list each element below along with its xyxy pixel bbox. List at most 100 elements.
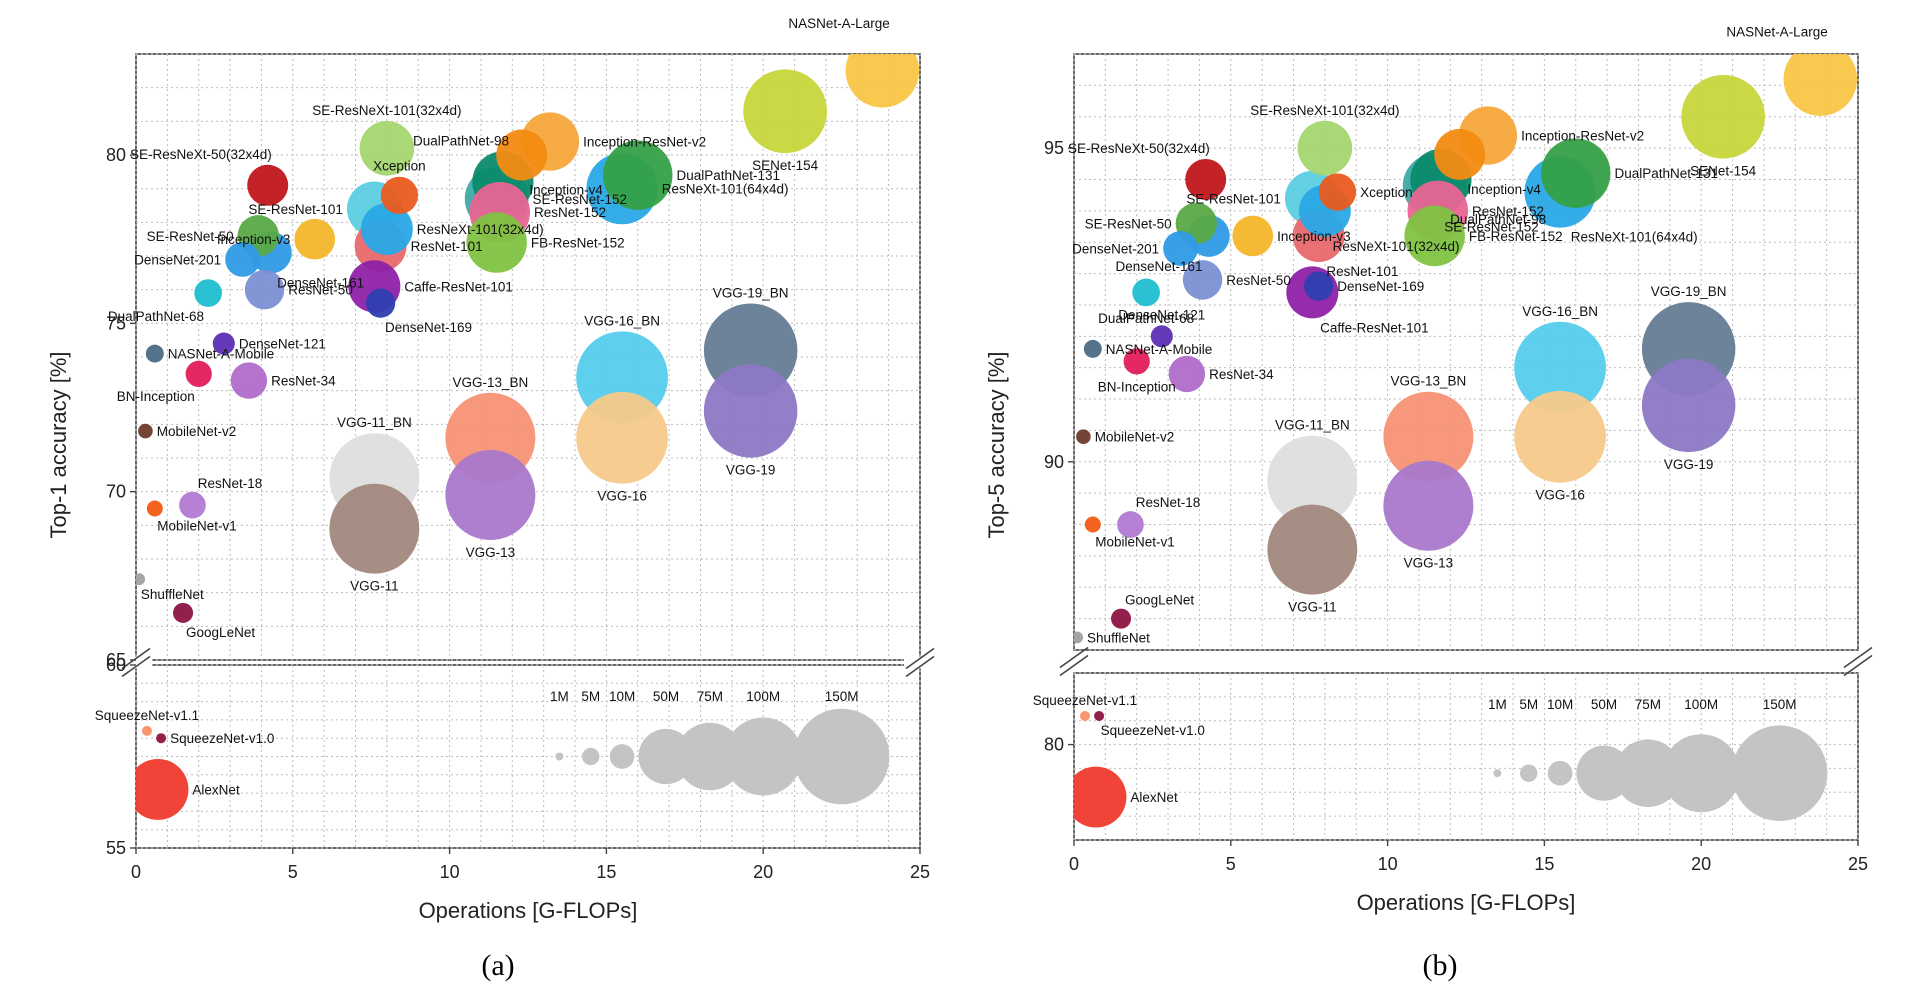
point-label-senet-154: SENet-154 — [1690, 164, 1757, 179]
point-label-resnet-101: ResNet-101 — [411, 239, 483, 254]
point-label-inception-v4: Inception-v4 — [1467, 182, 1541, 197]
bubble-densenet-201 — [1163, 231, 1199, 266]
bubble-resnet-34 — [230, 362, 268, 399]
bubble-resnet-34 — [1168, 355, 1206, 393]
axis-break-gap — [1058, 655, 1090, 668]
x-tick-label: 20 — [753, 862, 773, 882]
bubble-resnet-50 — [244, 269, 285, 310]
size-legend-label: 10M — [609, 689, 635, 704]
point-label-se-resnet-152: SE-ResNet-152 — [1444, 220, 1539, 235]
bubble-squeezenet-v1-1 — [1079, 710, 1090, 721]
size-legend-label: 100M — [1684, 697, 1718, 712]
bubble-se-resnext-50-32x4d — [247, 164, 289, 206]
size-legend-bubble — [1614, 739, 1682, 807]
y-tick-label: 80 — [106, 145, 126, 165]
point-label-vgg-19: VGG-19 — [726, 463, 776, 478]
bubble-alexnet — [136, 758, 189, 820]
size-legend-label: 10M — [1547, 697, 1573, 712]
size-legend-bubble — [609, 744, 635, 769]
bubble-squeezenet-v1-1 — [141, 725, 152, 736]
bubble-densenet-169 — [1303, 271, 1334, 301]
axis-break-mark — [1059, 654, 1089, 677]
axis-break-gap — [1842, 655, 1874, 668]
size-legend-bubble — [676, 722, 744, 791]
bubble-squeezenet-v1-0 — [156, 733, 167, 744]
bubble-densenet-121 — [212, 332, 235, 355]
size-legend-label: 50M — [1591, 697, 1617, 712]
point-label-resnext-101-64x4d: ResNeXt-101(64x4d) — [662, 182, 789, 197]
point-label-densenet-201: DenseNet-201 — [134, 252, 221, 267]
bubble-squeezenet-v1-0 — [1094, 710, 1105, 721]
point-label-inception-v4: Inception-v4 — [529, 182, 603, 197]
point-label-se-resnet-152: SE-ResNet-152 — [533, 192, 628, 207]
y-tick-label: 70 — [106, 482, 126, 502]
axis-break-mark — [905, 647, 935, 670]
x-tick-label: 10 — [1378, 854, 1398, 874]
point-label-mobilenet-v2: MobileNet-v2 — [157, 424, 237, 439]
bubble-xception — [380, 176, 419, 215]
point-label-squeezenet-v1-0: SqueezeNet-v1.0 — [1101, 723, 1205, 738]
point-label-se-resnet-50: SE-ResNet-50 — [147, 229, 234, 244]
bubble-fb-resnet-152 — [1404, 205, 1465, 267]
bubble-densenet-201 — [225, 241, 261, 277]
bubble-googlenet — [173, 602, 194, 623]
x-tick-label: 25 — [1848, 854, 1868, 874]
bubble-layer — [136, 54, 920, 820]
y-tick-label: 80 — [1044, 735, 1064, 755]
bubble-vgg-16 — [1514, 390, 1606, 483]
point-label-dualpathnet-68: DualPathNet-68 — [1098, 311, 1194, 326]
size-legend-bubble — [581, 747, 600, 766]
bubble-xception — [1318, 173, 1357, 211]
bubble-mobilenet-v1 — [146, 500, 163, 517]
caption-b: (b) — [1423, 949, 1458, 982]
bubble-googlenet — [1111, 608, 1132, 629]
bubble-senet-154 — [743, 69, 827, 154]
bubble-inception-v3 — [294, 218, 336, 260]
point-label-fb-resnet-152: FB-ResNet-152 — [531, 236, 625, 251]
grid-lines — [135, 53, 921, 849]
point-label-se-resnext-101-32x4d: SE-ResNeXt-101(32x4d) — [1250, 103, 1399, 118]
bubble-layer — [1074, 54, 1858, 828]
size-legend-bubble — [1731, 725, 1828, 821]
point-label-vgg-13-bn: VGG-13_BN — [1390, 374, 1466, 389]
bubble-nasnet-a-mobile — [1083, 339, 1102, 358]
x-tick-label: 10 — [440, 862, 460, 882]
point-label-densenet-161: DenseNet-161 — [277, 276, 364, 291]
point-label-se-resnext-101-32x4d: SE-ResNeXt-101(32x4d) — [312, 103, 461, 118]
point-label-alexnet: AlexNet — [1130, 790, 1178, 805]
y-tick-label: 55 — [106, 838, 126, 858]
point-label-se-resnet-101: SE-ResNet-101 — [248, 202, 343, 217]
bubble-vgg-19 — [703, 364, 798, 458]
bubble-shufflenet — [136, 573, 146, 586]
bubble-inception-v4 — [1434, 128, 1486, 180]
size-legend-label: 100M — [746, 689, 780, 704]
chart-panel-b: 0 5 10 15 20 25 90 95 80 Operations [G-FLOPs] Top-… — [984, 24, 1874, 915]
point-label-resnet-18: ResNet-18 — [1136, 495, 1201, 510]
point-label-xception: Xception — [373, 159, 426, 174]
point-label-dualpathnet-131: DualPathNet-131 — [1614, 166, 1718, 181]
bubble-senet-154 — [1681, 74, 1765, 159]
bubble-resnext-101-32x4d — [360, 203, 413, 255]
bubble-vgg-13 — [1383, 460, 1474, 551]
bubble-inception-v4 — [496, 129, 548, 181]
size-legend: 1M 5M 10M 50M 75M 100M 150M — [550, 689, 890, 805]
y-tick-label: 65 — [106, 650, 126, 670]
point-label-resnet-34: ResNet-34 — [271, 374, 336, 389]
point-label-vgg-13: VGG-13 — [1404, 556, 1454, 571]
size-legend-label: 150M — [825, 689, 859, 704]
bubble-vgg-11-bn — [1267, 435, 1358, 526]
size-legend-label: 75M — [1635, 697, 1661, 712]
bubble-vgg-13-bn — [1383, 391, 1474, 482]
point-label-mobilenet-v2: MobileNet-v2 — [1095, 430, 1175, 445]
bubble-se-resnext-101-32x4d — [359, 120, 415, 176]
size-legend-bubble — [1547, 760, 1573, 786]
size-legend-label: 5M — [1519, 697, 1538, 712]
size-legend-bubble — [555, 752, 564, 761]
axis-break-gap — [904, 656, 936, 669]
x-tick-label: 0 — [131, 862, 141, 882]
bubble-dualpathnet-68 — [194, 279, 222, 307]
point-label-vgg-19-bn: VGG-19_BN — [1651, 284, 1727, 299]
bubble-nasnet-a-large — [1783, 54, 1858, 116]
point-label-densenet-121: DenseNet-121 — [239, 337, 326, 352]
point-label-squeezenet-v1-0: SqueezeNet-v1.0 — [170, 731, 274, 746]
